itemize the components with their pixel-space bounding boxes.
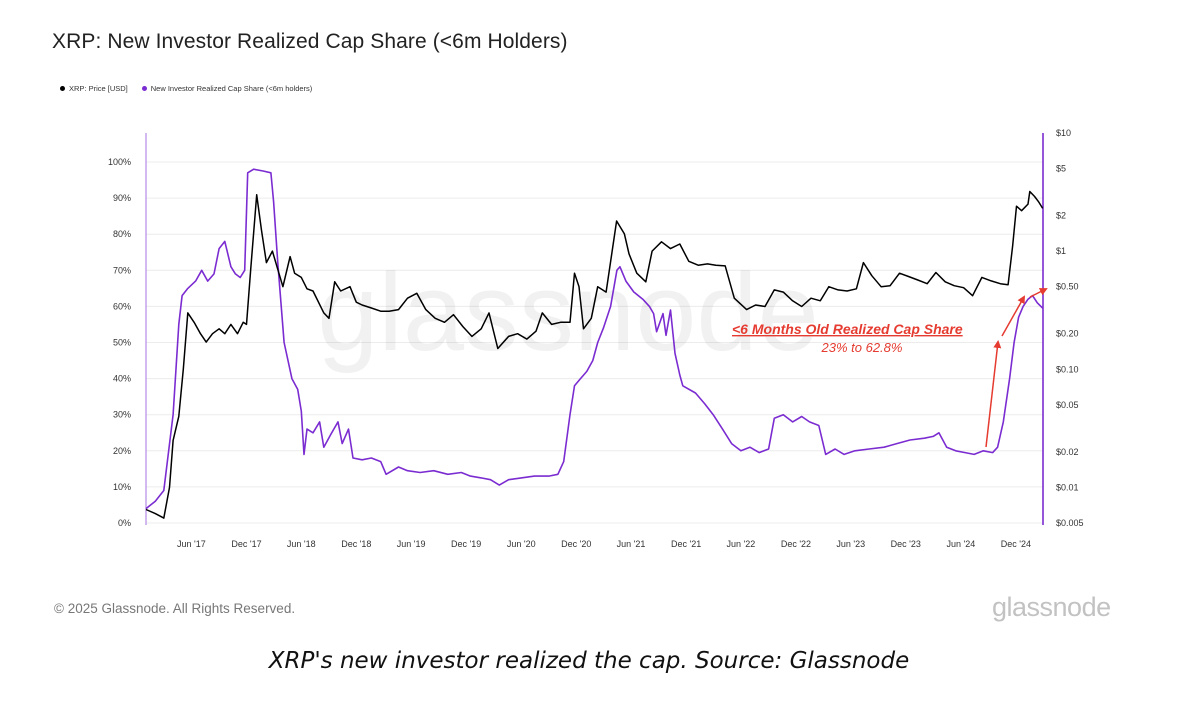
- y-right-tick-label: $1: [1056, 246, 1066, 256]
- y-right-tick-label: $0.005: [1056, 518, 1084, 528]
- annotation-arrow-up: [985, 340, 1002, 448]
- chart-title: XRP: New Investor Realized Cap Share (<6…: [52, 30, 568, 53]
- legend-item-price[interactable]: XRP: Price [USD]: [60, 84, 128, 93]
- y-left-tick-label: 50%: [113, 338, 131, 348]
- x-tick-label: Jun '20: [507, 539, 536, 549]
- annotation-subtitle: 23% to 62.8%: [821, 340, 903, 355]
- grid-lines: [146, 161, 1043, 524]
- x-tick-label: Dec '19: [451, 539, 481, 549]
- series-line-realized-cap-share: [145, 168, 1044, 510]
- y-left-tick-label: 80%: [113, 229, 131, 239]
- x-tick-label: Dec '23: [891, 539, 921, 549]
- x-tick-label: Jun '18: [287, 539, 316, 549]
- y-left-tick-label: 0%: [118, 518, 131, 528]
- annotation-title: <6 Months Old Realized Cap Share: [732, 321, 963, 337]
- y-left-tick-label: 60%: [113, 301, 131, 311]
- y-left-tick-label: 20%: [113, 446, 131, 456]
- x-tick-label: Jun '17: [177, 539, 206, 549]
- legend-item-realized-cap[interactable]: New Investor Realized Cap Share (<6m hol…: [141, 84, 313, 93]
- figure-caption: XRP's new investor realized the cap. Sou…: [268, 648, 910, 674]
- legend-label-realized-cap: New Investor Realized Cap Share (<6m hol…: [150, 84, 313, 93]
- y-right-tick-label: $0.50: [1056, 282, 1079, 292]
- x-tick-label: Jun '19: [397, 539, 426, 549]
- axes: 0% 10% 20% 30% 40% 50% 60% 70% 80% 90% 100% $0.005 $…: [108, 128, 1084, 549]
- x-tick-label: Dec '22: [781, 539, 811, 549]
- x-tick-label: Jun '23: [836, 539, 865, 549]
- y-left-tick-label: 40%: [113, 374, 131, 384]
- legend-swatch-price: [60, 86, 65, 91]
- y-left-tick-label: 30%: [113, 410, 131, 420]
- x-tick-label: Dec '21: [671, 539, 701, 549]
- brand-logo-text: glassnode: [992, 592, 1111, 622]
- y-right-tick-label: $0.01: [1056, 482, 1079, 492]
- y-right-tick-label: $5: [1056, 164, 1066, 174]
- series-line-xrp-price: [145, 190, 1044, 519]
- x-tick-label: Jun '22: [727, 539, 756, 549]
- chart-legend: XRP: Price [USD] New Investor Realized C…: [60, 84, 312, 93]
- y-right-tick-label: $0.10: [1056, 364, 1079, 374]
- x-tick-label: Dec '24: [1001, 539, 1031, 549]
- y-left-tick-label: 70%: [113, 265, 131, 275]
- y-right-tick-label: $0.20: [1056, 329, 1079, 339]
- y-left-tick-label: 100%: [108, 157, 131, 167]
- x-tick-label: Jun '24: [946, 539, 975, 549]
- y-left-tick-label: 90%: [113, 193, 131, 203]
- y-right-tick-label: $0.02: [1056, 447, 1079, 457]
- copyright-text: © 2025 Glassnode. All Rights Reserved.: [54, 601, 296, 616]
- annotation-arrow-to-axis: [1029, 288, 1048, 298]
- annotations: <6 Months Old Realized Cap Share 23% to …: [732, 288, 1048, 448]
- y-right-tick-label: $2: [1056, 211, 1066, 221]
- x-tick-label: Jun '21: [617, 539, 646, 549]
- annotation-arrow-to-peak: [1001, 295, 1025, 337]
- x-tick-label: Dec '20: [561, 539, 591, 549]
- watermark-text: glassnode: [317, 251, 819, 374]
- series-lines: [145, 168, 1044, 519]
- y-right-tick-label: $10: [1056, 128, 1071, 138]
- x-tick-label: Dec '18: [341, 539, 371, 549]
- legend-swatch-realized-cap: [141, 86, 147, 91]
- y-left-tick-label: 10%: [113, 482, 131, 492]
- x-tick-label: Dec '17: [231, 539, 261, 549]
- y-right-tick-label: $0.05: [1056, 400, 1079, 410]
- legend-label-price: XRP: Price [USD]: [69, 84, 128, 93]
